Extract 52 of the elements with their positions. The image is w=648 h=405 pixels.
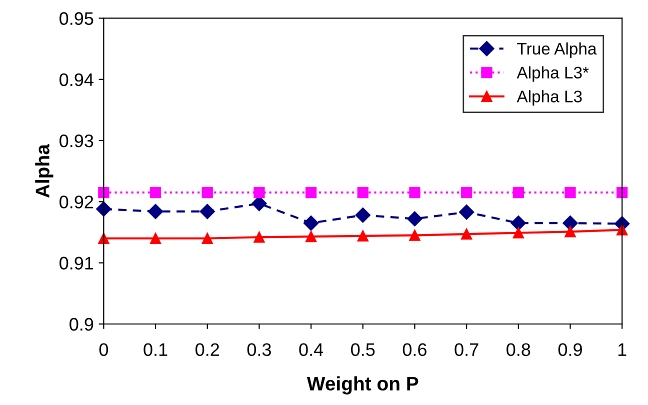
y-axis-title: Alpha bbox=[35, 144, 54, 198]
point bbox=[96, 201, 112, 217]
point bbox=[200, 204, 215, 220]
x-tick-label: 0.2 bbox=[196, 343, 220, 356]
point bbox=[564, 226, 576, 238]
legend-label: Alpha L3* bbox=[516, 66, 589, 82]
point bbox=[409, 186, 420, 198]
point bbox=[303, 216, 319, 231]
point bbox=[98, 186, 110, 198]
x-tick-label: 0.5 bbox=[351, 343, 375, 356]
x-tick-label: 0.7 bbox=[454, 343, 478, 356]
point bbox=[409, 230, 420, 241]
point bbox=[305, 230, 317, 242]
point bbox=[616, 224, 628, 236]
x-tick-label: 0 bbox=[99, 343, 108, 356]
legend-label: Alpha L3 bbox=[516, 90, 582, 106]
point bbox=[254, 186, 265, 198]
x-tick-label: 1 bbox=[618, 343, 626, 356]
point bbox=[202, 186, 213, 198]
point bbox=[458, 204, 474, 220]
legend-label: True Alpha bbox=[517, 42, 597, 58]
y-tick-label: 0.95 bbox=[60, 12, 94, 25]
point bbox=[357, 186, 368, 198]
point bbox=[148, 204, 164, 220]
point bbox=[512, 186, 524, 198]
y-tick-label: 0.93 bbox=[60, 134, 94, 148]
point bbox=[150, 232, 162, 244]
x-tick-label: 0.4 bbox=[299, 343, 324, 356]
point bbox=[305, 186, 317, 198]
x-axis-title: Weight on P bbox=[306, 376, 418, 394]
point bbox=[357, 230, 368, 242]
y-tick-label: 0.92 bbox=[60, 196, 94, 208]
x-tick-label: 0.9 bbox=[558, 343, 582, 356]
x-tick-label: 0.8 bbox=[506, 343, 530, 356]
y-tick-label: 0.9 bbox=[70, 318, 94, 331]
point bbox=[510, 216, 526, 231]
x-tick-label: 0.1 bbox=[144, 343, 168, 356]
point bbox=[512, 227, 524, 238]
point bbox=[564, 186, 576, 198]
point bbox=[254, 232, 265, 243]
x-tick-label: 0.6 bbox=[402, 343, 426, 356]
point bbox=[355, 208, 370, 223]
point bbox=[461, 228, 472, 240]
x-tick-label: 0.3 bbox=[247, 343, 271, 356]
point bbox=[616, 186, 628, 198]
y-tick-label: 0.91 bbox=[60, 256, 94, 270]
point bbox=[407, 211, 422, 226]
y-tick-label: 0.94 bbox=[60, 73, 94, 86]
point bbox=[202, 232, 213, 244]
point bbox=[461, 186, 472, 198]
point bbox=[150, 186, 162, 198]
point bbox=[562, 216, 578, 231]
